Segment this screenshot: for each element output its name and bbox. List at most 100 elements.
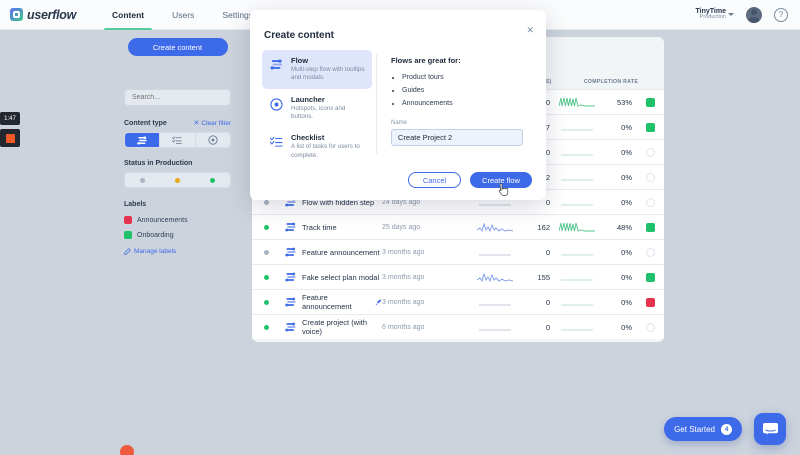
th-completion-rate: COMPLETION RATE xyxy=(583,79,639,85)
recording-timer: 1:47 xyxy=(0,112,20,125)
table-row[interactable]: Feature announcement 3 months ago 0 0% xyxy=(252,289,664,314)
row-date: 25 days ago xyxy=(382,223,421,231)
row-label-cell[interactable] xyxy=(636,122,664,132)
table-row[interactable]: Feature announcement 3 months ago 0 0% xyxy=(252,239,664,264)
label-swatch xyxy=(124,231,132,239)
flow-icon xyxy=(280,322,302,332)
clear-filter-button[interactable]: ✕ Clear filter xyxy=(193,119,232,128)
views-sparkline xyxy=(477,272,513,283)
row-status-dot xyxy=(252,324,280,330)
pointer-cursor-icon xyxy=(498,183,509,196)
row-label-cell[interactable] xyxy=(636,297,664,307)
row-label-cell[interactable] xyxy=(636,147,664,157)
row-views-value: 0 xyxy=(545,197,550,207)
row-completion-value: 0% xyxy=(621,297,632,307)
modal-title: Create content xyxy=(264,30,335,41)
row-name[interactable]: Fake select plan modal xyxy=(302,272,380,282)
row-views-value: 155 xyxy=(537,272,550,282)
search-input[interactable] xyxy=(124,89,231,106)
row-views-sparkline xyxy=(474,271,516,283)
label-item-onboarding[interactable]: Onboarding xyxy=(124,231,245,239)
row-completion-sparkline xyxy=(556,221,598,233)
flow-icon xyxy=(280,222,302,232)
row-label-cell[interactable] xyxy=(636,322,664,332)
stop-recording-icon[interactable] xyxy=(0,129,20,147)
tab-content[interactable]: Content xyxy=(98,0,158,30)
row-completion-value: 0% xyxy=(621,122,632,132)
table-row[interactable]: Create project (with voice) 6 months ago 0… xyxy=(252,314,664,339)
flow-icon xyxy=(269,56,284,70)
label-name: Announcements xyxy=(137,216,188,224)
row-views-sparkline xyxy=(474,196,516,208)
chevron-down-icon xyxy=(728,12,734,16)
create-flow-button[interactable]: Create flow xyxy=(470,172,532,188)
row-name[interactable]: Create project (with voice) xyxy=(302,318,368,336)
rocket-icon xyxy=(375,299,381,306)
views-sparkline xyxy=(477,222,513,233)
tab-users[interactable]: Users xyxy=(172,9,195,20)
status-option-draft[interactable] xyxy=(125,173,160,187)
row-date: 3 months ago xyxy=(382,273,425,281)
row-views-value: 0 xyxy=(545,147,550,157)
flow-icon xyxy=(280,247,302,257)
filter-sidebar: Create content Content type ✕ Clear filt… xyxy=(110,38,245,255)
option-checklist[interactable]: Checklist A list of tasks for users to c… xyxy=(262,127,372,166)
option-launcher[interactable]: Launcher Hotspots, icons and buttons. xyxy=(262,89,372,128)
user-avatar-icon[interactable] xyxy=(746,6,762,23)
detail-item: Guides xyxy=(402,85,532,98)
row-name[interactable]: Feature announcement xyxy=(302,293,382,311)
close-icon[interactable]: ✕ xyxy=(526,25,534,35)
table-row[interactable]: Fake select plan modal 3 months ago 155 0% xyxy=(252,264,664,289)
flow-filter-button[interactable] xyxy=(125,133,160,147)
chat-bubble-icon[interactable] xyxy=(754,413,786,445)
content-type-label: Content type xyxy=(124,119,167,127)
table-row[interactable]: Track time 25 days ago 162 48% xyxy=(252,214,664,239)
screen-recorder-widget: 1:47 xyxy=(0,112,20,147)
manage-labels-link[interactable]: Manage labels xyxy=(124,248,245,255)
row-views-sparkline xyxy=(474,221,516,233)
label-item-announcements[interactable]: Announcements xyxy=(124,216,245,224)
row-name[interactable]: Track time xyxy=(302,222,337,232)
row-completion-sparkline xyxy=(556,271,598,283)
completion-sparkline xyxy=(559,222,595,232)
create-content-button[interactable]: Create content xyxy=(127,38,228,56)
row-name[interactable]: Feature announcement xyxy=(302,247,380,257)
row-label-cell[interactable] xyxy=(636,97,664,107)
row-completion-sparkline xyxy=(556,146,598,158)
status-option-live[interactable] xyxy=(195,173,230,187)
segment-divider-2 xyxy=(194,133,196,147)
row-status-dot xyxy=(252,299,280,305)
row-name[interactable]: Flow with hidden step xyxy=(302,197,375,207)
row-label-chip-empty xyxy=(645,247,655,257)
help-circle-icon[interactable]: ? xyxy=(774,7,788,22)
get-started-button[interactable]: Get Started 4 xyxy=(664,417,742,441)
launcher-icon xyxy=(208,135,218,145)
label-swatch xyxy=(124,216,132,224)
brand-logo[interactable]: userflow xyxy=(10,8,76,22)
row-completion-value: 0% xyxy=(621,147,632,157)
checklist-icon xyxy=(269,133,284,148)
row-label-cell[interactable] xyxy=(636,272,664,282)
close-x-icon: ✕ xyxy=(193,120,200,127)
checklist-filter-button[interactable] xyxy=(160,133,194,147)
row-completion-sparkline xyxy=(556,246,598,258)
row-completion-value: 0% xyxy=(621,172,632,182)
row-completion-sparkline xyxy=(556,121,598,133)
row-label-cell[interactable] xyxy=(636,222,664,232)
name-input[interactable] xyxy=(391,128,523,146)
option-name: Launcher xyxy=(291,94,325,104)
row-label-cell[interactable] xyxy=(636,197,664,207)
option-flow[interactable]: Flow Multi-step flow with tooltips and m… xyxy=(262,50,372,89)
org-name: TinyTime xyxy=(695,7,726,15)
org-switcher[interactable]: TinyTime Production xyxy=(696,8,734,21)
status-option-paused[interactable] xyxy=(160,173,195,187)
tab-settings[interactable]: Settings xyxy=(222,9,254,20)
row-label-cell[interactable] xyxy=(636,247,664,257)
launcher-filter-button[interactable] xyxy=(196,133,230,147)
userflow-logo-icon xyxy=(10,8,23,21)
launcher-icon xyxy=(269,95,284,111)
modal-body: Flow Multi-step flow with tooltips and m… xyxy=(250,50,546,159)
row-label-cell[interactable] xyxy=(636,172,664,182)
cancel-button[interactable]: Cancel xyxy=(408,172,461,188)
